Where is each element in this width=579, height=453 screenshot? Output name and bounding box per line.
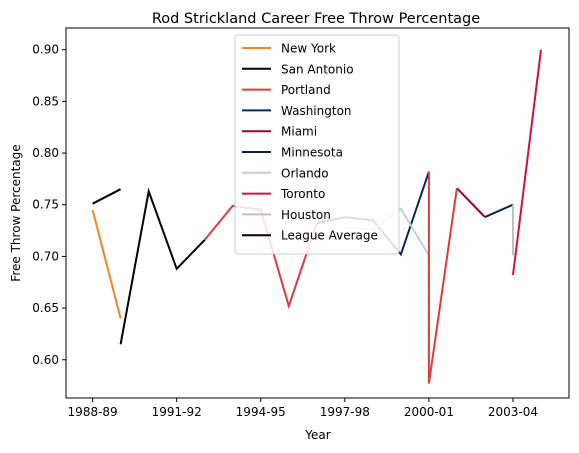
x-tick-label: 2000-01 [404,405,454,419]
y-tick-label: 0.75 [32,198,59,212]
y-axis-label: Free Throw Percentage [9,144,23,281]
chart-title: Rod Strickland Career Free Throw Percent… [152,11,480,27]
series-line-miami [456,187,486,218]
y-tick-label: 0.85 [32,94,59,108]
legend-label-washington: Washington [281,104,352,118]
x-tick-label: 1991-92 [152,405,202,419]
legend-label-san-antonio: San Antonio [281,62,354,76]
legend-label-new-york: New York [281,42,336,56]
y-tick-label: 0.80 [32,146,59,160]
legend-box [234,34,400,255]
legend-label-orlando: Orlando [281,166,329,180]
series-line-minnesota [484,203,514,219]
y-axis-ticks: 0.60 0.65 0.70 0.75 0.80 0.85 0.90 [32,43,66,367]
plot-frame [65,27,570,399]
x-tick-label: 1997-98 [320,405,370,419]
x-axis-label: Year [304,428,330,442]
y-tick-label: 0.90 [32,43,59,57]
series-segment-0 [427,171,458,384]
legend-label-toronto: Toronto [280,187,325,201]
y-tick-label: 0.65 [32,301,59,315]
y-tick-label: 0.60 [32,353,59,367]
legend-label-houston: Houston [281,208,331,222]
legend-label-portland: Portland [281,83,331,97]
legend-label-league-average: League Average [281,229,378,243]
x-axis-ticks: 1988-89 1991-92 1994-95 1997-98 2000-01 2003-… [68,398,538,419]
y-tick-label: 0.70 [32,249,59,263]
legend-label-miami: Miami [281,125,317,139]
x-tick-label: 1988-89 [68,405,118,419]
x-tick-label: 2003-04 [488,405,538,419]
x-tick-label: 1994-95 [236,405,286,419]
chart-legend: New York San Antonio Portland Washington Mia… [234,34,400,255]
series-line-new-york [91,209,122,319]
series-line-toronto [512,49,542,276]
series-line-league-average [92,188,122,205]
series-line-san-antonio [119,187,206,345]
legend-label-minnesota: Minnesota [281,146,343,160]
